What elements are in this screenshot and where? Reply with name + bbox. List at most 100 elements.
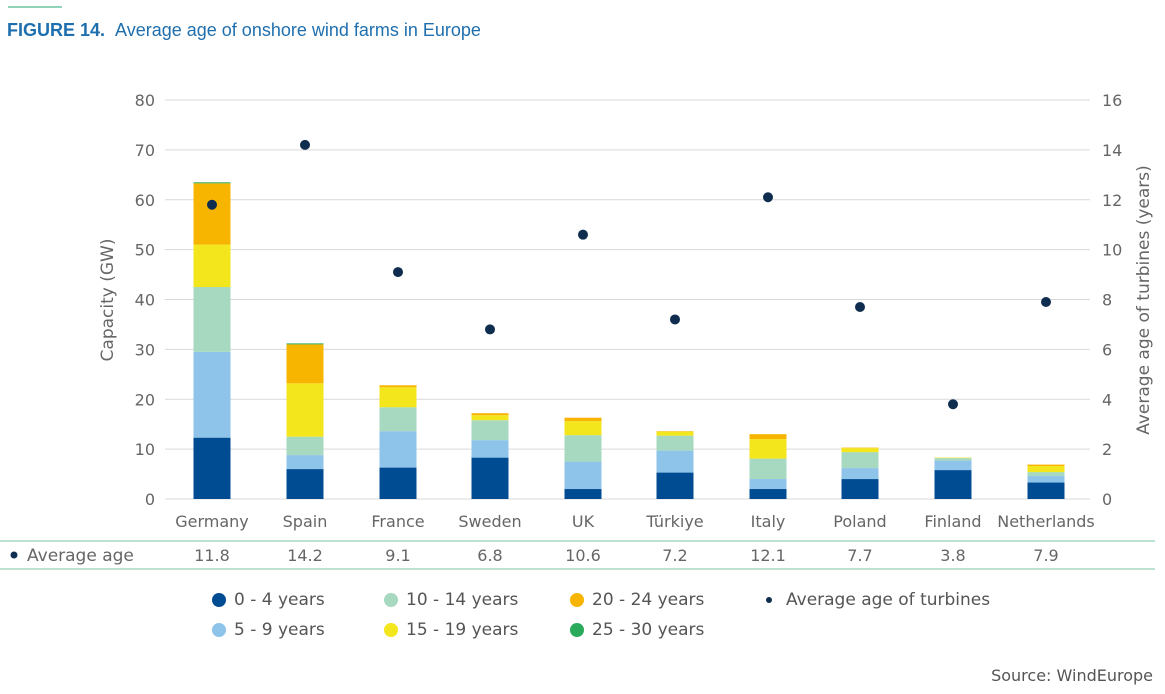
average-age-value: 11.8 — [194, 546, 230, 565]
x-tick-label: Sweden — [458, 512, 521, 531]
legend-label: 25 - 30 years — [592, 620, 705, 640]
bar-segment — [564, 417, 602, 422]
bar-segment — [193, 183, 231, 245]
legend-circle-icon — [384, 593, 398, 607]
bar-segment — [749, 439, 787, 459]
bar-segment — [286, 344, 324, 384]
average-age-point — [670, 314, 680, 325]
bar-segment — [193, 182, 231, 184]
legend-item: 25 - 30 years — [570, 620, 704, 640]
bar-segment — [934, 470, 972, 499]
y-right-tick-label: 4 — [1102, 390, 1112, 409]
average-age-dots — [207, 139, 1051, 410]
average-age-point — [393, 267, 403, 278]
y-right-tick-label: 2 — [1102, 440, 1112, 459]
bar-segment — [379, 387, 417, 408]
bar-segment — [193, 437, 231, 499]
bar-segment — [656, 435, 694, 451]
average-age-point — [207, 199, 217, 210]
legend-circle-icon — [384, 623, 398, 637]
figure-title-text: Average age of onshore wind farms in Eur… — [115, 20, 481, 40]
legend-label: 5 - 9 years — [234, 620, 325, 640]
average-age-value: 14.2 — [287, 546, 323, 565]
legend-circle-icon — [212, 593, 226, 607]
average-age-value: 9.1 — [385, 546, 410, 565]
y-left-tick-label: 60 — [135, 191, 155, 210]
average-age-value: 7.9 — [1033, 546, 1058, 565]
bar-segment — [193, 244, 231, 288]
figure-title: FIGURE 14. Average age of onshore wind f… — [7, 20, 481, 41]
bar-segment — [656, 472, 694, 499]
y-right-tick-label: 8 — [1102, 291, 1112, 310]
bar-segment — [286, 469, 324, 499]
x-tick-label: France — [371, 512, 424, 531]
legend-item: 15 - 19 years — [384, 620, 518, 640]
legend-circle-icon — [570, 593, 584, 607]
average-age-value: 12.1 — [750, 546, 786, 565]
bar-segment — [471, 420, 509, 441]
average-age-point — [578, 229, 588, 240]
bar-segment — [749, 434, 787, 440]
bar-segment — [379, 407, 417, 432]
y-right-tick-label: 6 — [1102, 340, 1112, 359]
bar-segment — [841, 452, 879, 469]
legend-circle-icon — [212, 623, 226, 637]
average-age-point — [1041, 296, 1051, 307]
average-age-value: 6.8 — [477, 546, 502, 565]
legend-circle-icon — [570, 623, 584, 637]
bar-segment — [564, 421, 602, 436]
y-right-tick-label: 14 — [1102, 141, 1122, 160]
x-tick-label: Poland — [833, 512, 886, 531]
x-tick-label: Italy — [751, 512, 786, 531]
legend-label: 10 - 14 years — [406, 590, 519, 610]
x-tick-label: Finland — [924, 512, 981, 531]
legend-label: 15 - 19 years — [406, 620, 519, 640]
y-left-tick-label: 20 — [135, 390, 155, 409]
average-age-value: 7.7 — [847, 546, 872, 565]
y-right-tick-label: 12 — [1102, 191, 1122, 210]
source-note: Source: WindEurope — [991, 666, 1153, 685]
bar-segment — [1027, 482, 1065, 499]
table-row-label: Average age — [27, 546, 134, 566]
x-tick-label: Germany — [175, 512, 249, 531]
legend-label: Average age of turbines — [786, 590, 991, 610]
y-right-tick-label: 16 — [1102, 91, 1122, 110]
x-tick-label: Spain — [283, 512, 328, 531]
bar-segment — [564, 489, 602, 499]
bar-segment — [1027, 476, 1065, 483]
average-age-point — [948, 399, 958, 410]
bar-segment — [471, 440, 509, 458]
legend-item: 0 - 4 years — [212, 590, 325, 610]
bar-segment — [379, 431, 417, 468]
bar-segment — [934, 458, 972, 461]
bar-segment — [656, 431, 694, 436]
bar-segment — [934, 460, 972, 471]
x-tick-label: Türkiye — [645, 512, 703, 531]
title-accent-line — [8, 6, 62, 8]
average-age-value: 10.6 — [565, 546, 601, 565]
bar-segment — [656, 450, 694, 473]
bar-segment — [471, 457, 509, 499]
bar-segment — [564, 461, 602, 490]
chart: 0 10 20 30 40 50 60 70 80 0 2 4 6 8 10 12 14 16 Germany Spa… — [0, 91, 1155, 570]
table-row-marker — [10, 551, 18, 559]
average-age-table: Average age 11.8 14.2 9.1 6.8 10.6 7.2 12.1 7.7 3… — [0, 540, 1155, 570]
bar-segment — [564, 435, 602, 462]
bar-segment — [749, 489, 787, 499]
bar-segment — [841, 479, 879, 499]
bar-segment — [749, 458, 787, 480]
x-tick-label: Netherlands — [997, 512, 1095, 531]
average-age-point — [855, 301, 865, 312]
average-age-value: 3.8 — [940, 546, 965, 565]
bar-segment — [286, 343, 324, 345]
bar-segment — [1027, 464, 1065, 467]
legend-item: Average age of turbines — [762, 590, 990, 610]
x-tick-label: UK — [572, 512, 595, 531]
legend-label: 0 - 4 years — [234, 590, 325, 610]
bar-segment — [193, 351, 231, 438]
y-left-tick-label: 70 — [135, 141, 155, 160]
legend-dot-icon — [766, 597, 772, 603]
y-right-tick-label: 0 — [1102, 490, 1112, 509]
bar-segment — [841, 448, 879, 453]
legend-item: 5 - 9 years — [212, 620, 325, 640]
